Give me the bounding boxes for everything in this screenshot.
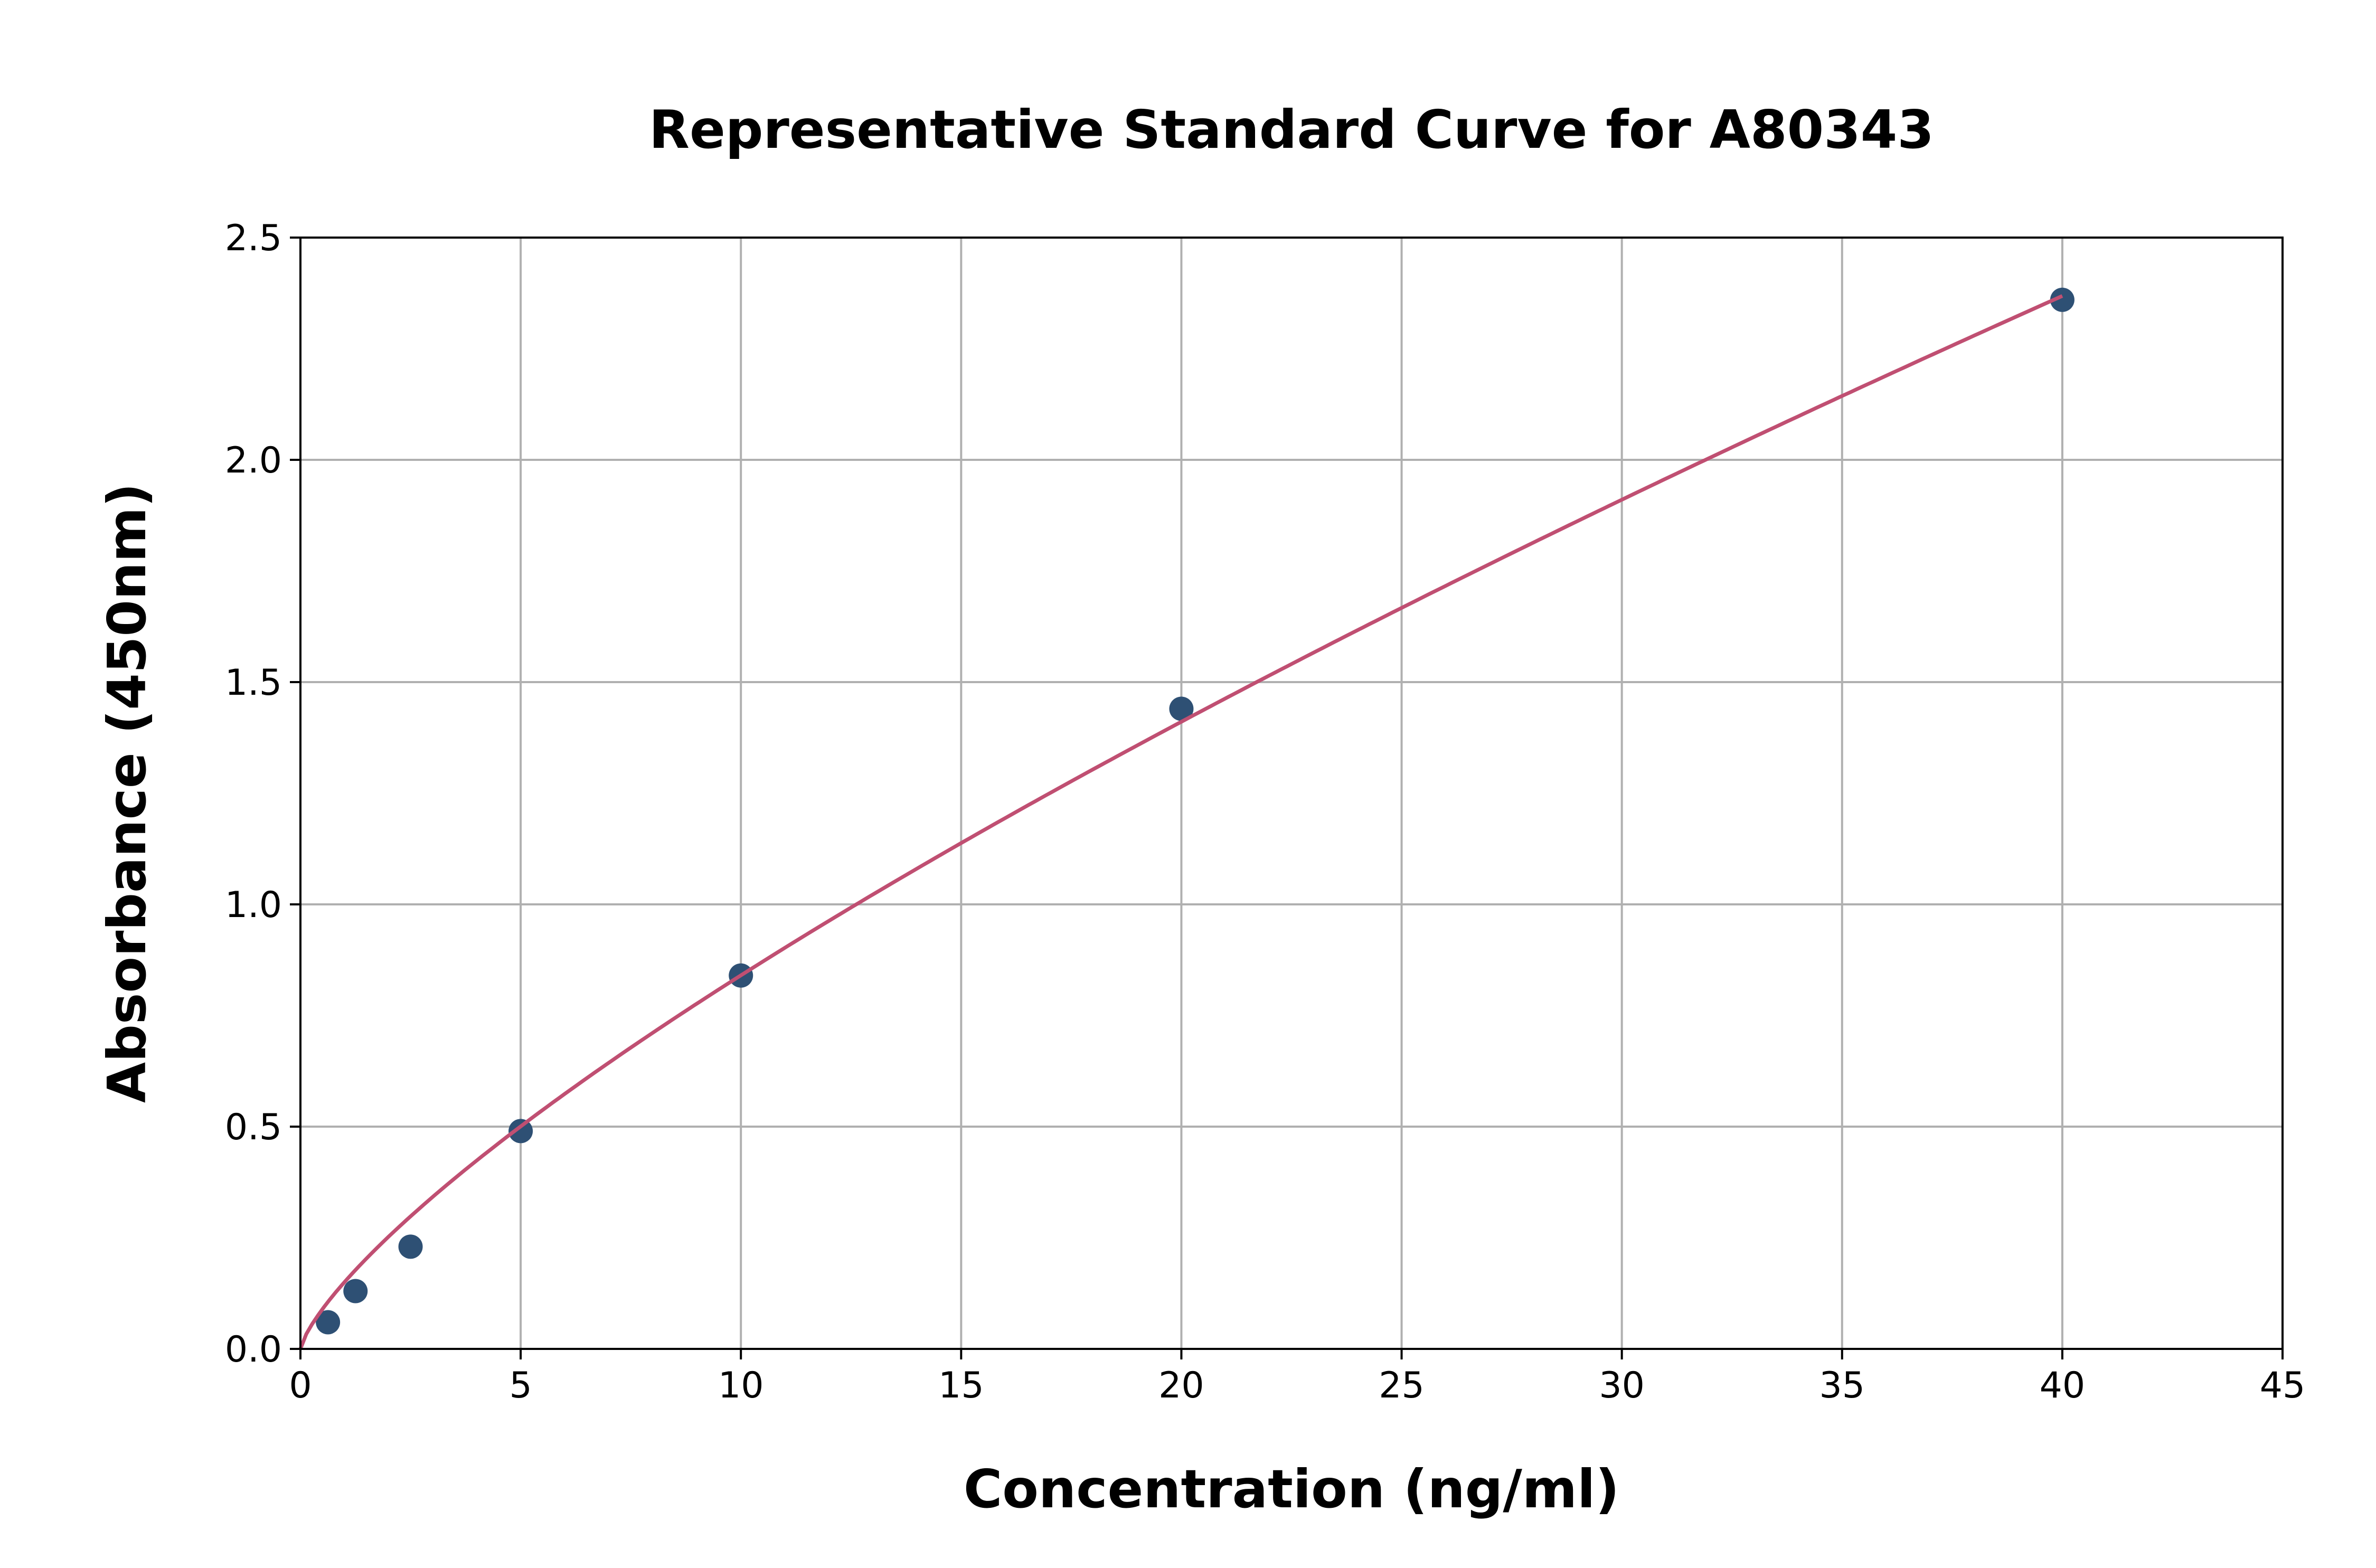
plot-frame (299, 237, 2284, 1350)
grid (299, 237, 2284, 1350)
x-tick-label: 20 (1158, 1365, 1204, 1406)
y-tick-label: 2.5 (225, 218, 282, 259)
y-tick-label: 0.0 (225, 1329, 282, 1371)
data-points (316, 287, 2075, 1335)
data-point (343, 1279, 368, 1303)
x-tick-label: 10 (718, 1365, 764, 1406)
x-axis-label: Concentration (ng/ml) (964, 1458, 1619, 1520)
data-point (1169, 696, 1194, 721)
chart-title: Representative Standard Curve for A80343 (649, 99, 1934, 160)
data-point (508, 1119, 533, 1144)
x-tick-label: 0 (289, 1365, 312, 1406)
x-tick-label: 35 (1819, 1365, 1865, 1406)
axis-ticks: 0 5 10 15 20 25 30 35 40 45 0.0 0.5 1.0 1.5 2.0 2.5 (225, 218, 2305, 1406)
fit-curve (298, 294, 2063, 1350)
y-axis-label: Absorbance (450nm) (96, 483, 158, 1103)
data-point (316, 1310, 341, 1335)
data-point (2050, 287, 2075, 312)
y-tick-label: 1.5 (225, 662, 282, 704)
y-tick-label: 0.5 (225, 1107, 282, 1148)
x-tick-label: 15 (938, 1365, 984, 1406)
fit-curve-group (298, 294, 2063, 1350)
y-tick-label: 1.0 (225, 884, 282, 926)
x-tick-label: 30 (1599, 1365, 1645, 1406)
x-tick-label: 25 (1379, 1365, 1425, 1406)
data-point (398, 1234, 423, 1259)
x-tick-label: 40 (2040, 1365, 2086, 1406)
y-tick-label: 2.0 (225, 440, 282, 481)
x-tick-label: 5 (509, 1365, 532, 1406)
x-tick-label: 45 (2260, 1365, 2306, 1406)
